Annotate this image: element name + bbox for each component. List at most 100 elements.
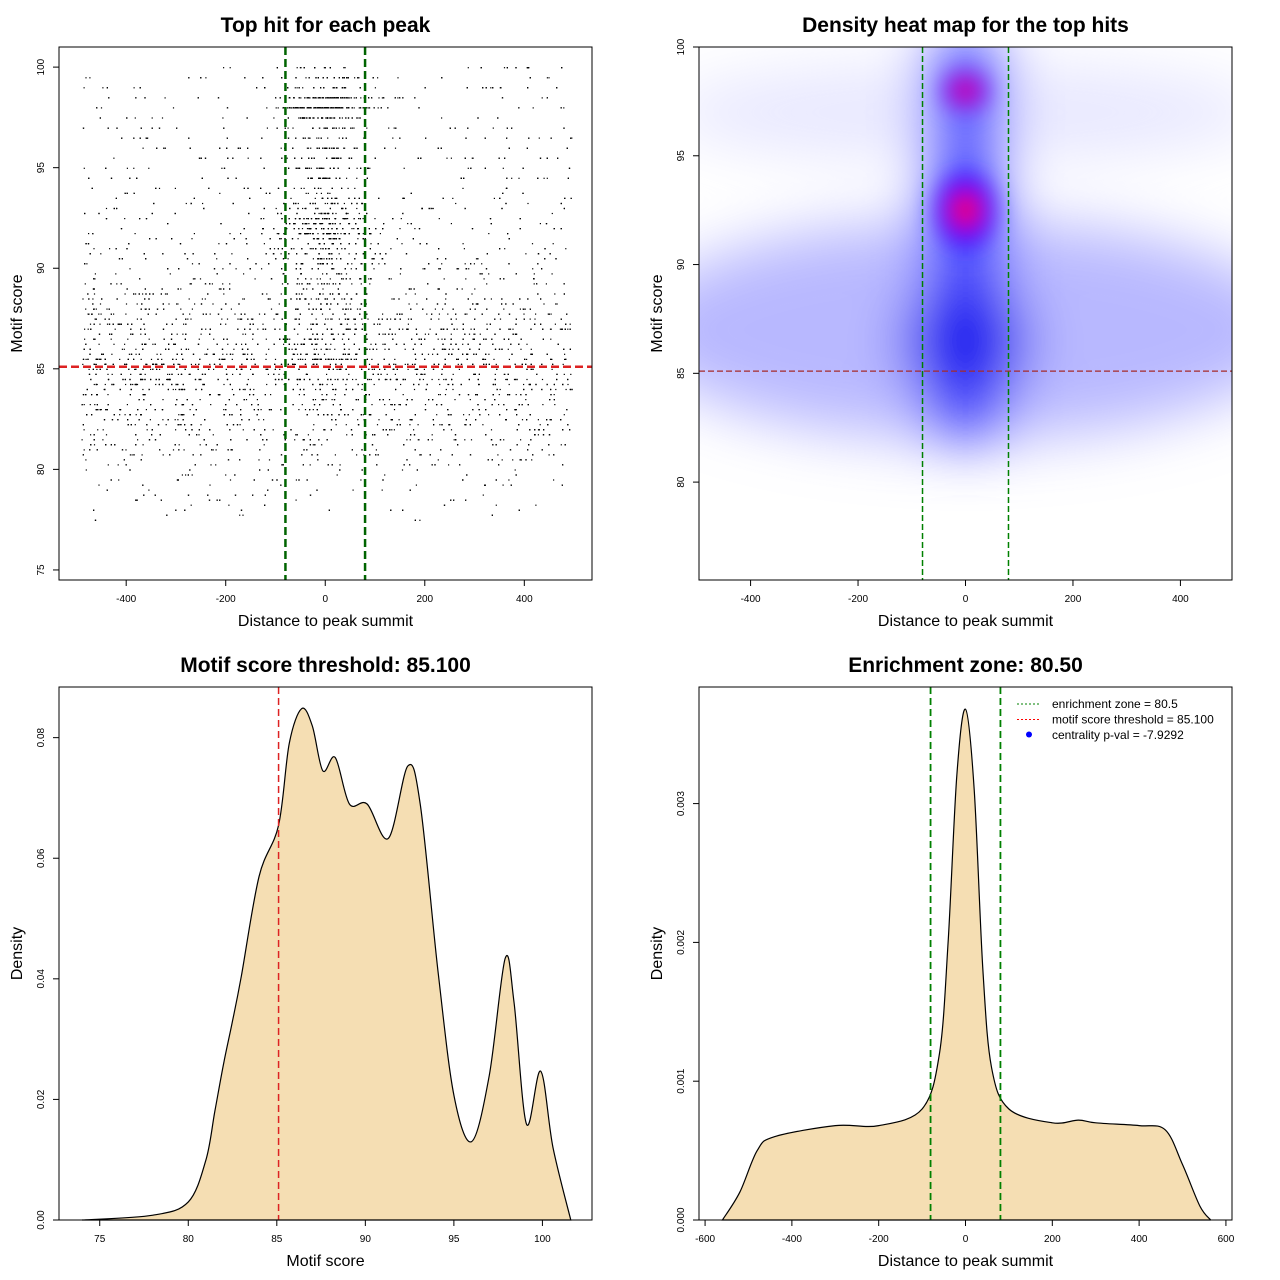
data-point — [341, 338, 344, 340]
data-point — [135, 293, 137, 295]
data-point — [191, 263, 194, 265]
data-point — [327, 318, 329, 320]
data-point — [330, 318, 332, 320]
data-point — [227, 343, 229, 345]
data-point — [462, 187, 464, 189]
data-point — [293, 248, 295, 250]
data-point — [258, 419, 260, 421]
data-point — [483, 358, 485, 360]
data-point — [326, 373, 328, 375]
data-point — [342, 278, 344, 280]
data-point — [537, 429, 540, 431]
data-point — [358, 117, 360, 119]
data-point — [106, 323, 109, 325]
data-point — [252, 338, 254, 340]
data-point — [107, 464, 109, 466]
data-point — [97, 429, 99, 431]
data-point — [386, 373, 388, 375]
data-point — [310, 298, 312, 300]
data-point — [509, 328, 512, 330]
data-point — [121, 348, 123, 350]
data-point — [209, 363, 211, 365]
data-point — [191, 474, 193, 476]
data-point — [320, 248, 322, 250]
data-point — [457, 363, 459, 365]
data-point — [191, 238, 193, 240]
data-point — [319, 278, 321, 280]
data-point — [329, 192, 331, 194]
data-point — [546, 177, 548, 179]
data-point — [541, 378, 544, 381]
data-point — [322, 167, 324, 169]
data-point — [453, 439, 455, 441]
data-point — [222, 283, 224, 285]
data-point — [473, 333, 475, 335]
data-point — [361, 263, 363, 265]
data-point — [526, 343, 528, 345]
data-point — [520, 439, 522, 441]
data-point — [273, 248, 276, 250]
data-point — [325, 399, 327, 401]
data-point — [148, 167, 150, 169]
data-point — [142, 147, 144, 149]
data-point — [559, 328, 561, 330]
data-point — [345, 303, 347, 305]
data-point — [298, 293, 300, 295]
data-point — [369, 283, 371, 285]
data-point — [357, 419, 359, 421]
data-point — [187, 318, 189, 320]
data-point — [338, 127, 340, 129]
data-point — [553, 394, 555, 396]
data-point — [464, 263, 466, 265]
data-point — [411, 363, 414, 365]
data-point — [279, 368, 281, 370]
data-point — [213, 368, 215, 370]
data-point — [117, 419, 119, 421]
data-point — [105, 434, 108, 436]
data-point — [312, 258, 314, 260]
data-point — [111, 353, 113, 355]
data-point — [465, 278, 467, 280]
data-point — [280, 293, 282, 295]
data-point — [308, 223, 310, 225]
data-point — [457, 268, 460, 270]
data-point — [330, 97, 332, 99]
data-point — [351, 228, 353, 230]
data-point — [116, 283, 118, 285]
data-point — [353, 127, 355, 129]
data-point — [140, 333, 142, 335]
data-point — [281, 283, 284, 285]
data-point — [133, 167, 135, 169]
data-point — [306, 228, 309, 230]
data-point — [313, 358, 315, 360]
data-point — [347, 218, 349, 220]
data-point — [216, 258, 218, 260]
data-point — [345, 424, 347, 426]
data-point — [291, 348, 293, 350]
data-point — [343, 147, 345, 149]
data-point — [175, 388, 177, 391]
data-point — [141, 454, 143, 456]
data-point — [360, 283, 362, 285]
data-point — [529, 318, 531, 320]
data-point — [113, 313, 115, 315]
data-point — [320, 303, 322, 305]
data-point — [438, 313, 440, 315]
data-point — [330, 258, 332, 260]
data-point — [215, 449, 217, 451]
data-point — [312, 323, 315, 325]
data-point — [555, 388, 557, 391]
data-point — [338, 137, 340, 139]
data-point — [163, 147, 165, 149]
data-point — [374, 218, 376, 220]
data-point — [123, 348, 125, 350]
data-point — [293, 107, 295, 109]
data-point — [94, 404, 96, 406]
data-point — [280, 147, 282, 149]
data-point — [333, 388, 335, 391]
data-point — [530, 348, 532, 350]
data-point — [231, 358, 233, 360]
data-point — [191, 308, 193, 310]
data-point — [503, 308, 505, 310]
data-point — [105, 207, 108, 210]
